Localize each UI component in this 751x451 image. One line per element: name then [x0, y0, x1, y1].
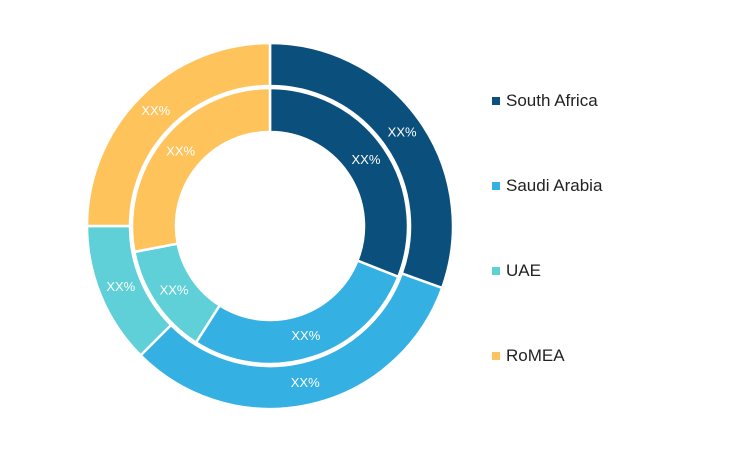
legend-swatch [492, 267, 500, 275]
legend-item-romea: RoMEA [492, 346, 565, 366]
data-label-inner-saudi-arabia: XX% [291, 328, 320, 343]
legend-swatch [492, 352, 500, 360]
chart-data-labels: XX% XX% XX% XX% XX% XX% XX% XX% [106, 103, 417, 390]
data-label-inner-uae: XX% [160, 283, 189, 298]
slice-outer-romea [85, 41, 272, 228]
legend-item-saudi-arabia: Saudi Arabia [492, 176, 602, 196]
data-label-outer-romea: XX% [141, 103, 170, 118]
data-label-outer-uae: XX% [106, 279, 135, 294]
data-label-outer-south-africa: XX% [388, 125, 417, 140]
data-label-inner-south-africa: XX% [351, 152, 380, 167]
legend-swatch [492, 182, 500, 190]
legend-label: UAE [506, 261, 541, 280]
chart-slices [85, 41, 455, 411]
legend-label: RoMEA [506, 346, 565, 365]
legend-item-uae: UAE [492, 261, 541, 281]
data-label-inner-romea: XX% [166, 143, 195, 158]
slice-inner-romea [130, 86, 272, 254]
legend-item-south-africa: South Africa [492, 91, 598, 111]
data-label-outer-saudi-arabia: XX% [291, 375, 320, 390]
legend-label: Saudi Arabia [506, 176, 603, 195]
legend-swatch [492, 97, 500, 105]
legend-label: South Africa [506, 91, 598, 110]
slice-inner-south-africa [268, 86, 410, 279]
